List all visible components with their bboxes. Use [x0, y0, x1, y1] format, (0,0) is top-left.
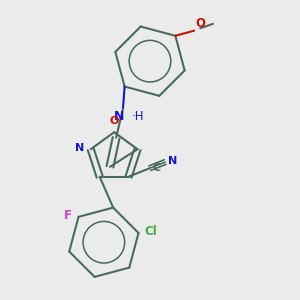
- Text: Cl: Cl: [145, 225, 158, 238]
- Text: ·H: ·H: [131, 110, 144, 124]
- Text: N: N: [75, 143, 84, 153]
- Text: F: F: [64, 209, 72, 222]
- Text: O: O: [196, 17, 206, 30]
- Text: O: O: [110, 116, 119, 126]
- Text: C: C: [152, 163, 160, 172]
- Text: N: N: [114, 110, 124, 124]
- Text: N: N: [168, 156, 177, 167]
